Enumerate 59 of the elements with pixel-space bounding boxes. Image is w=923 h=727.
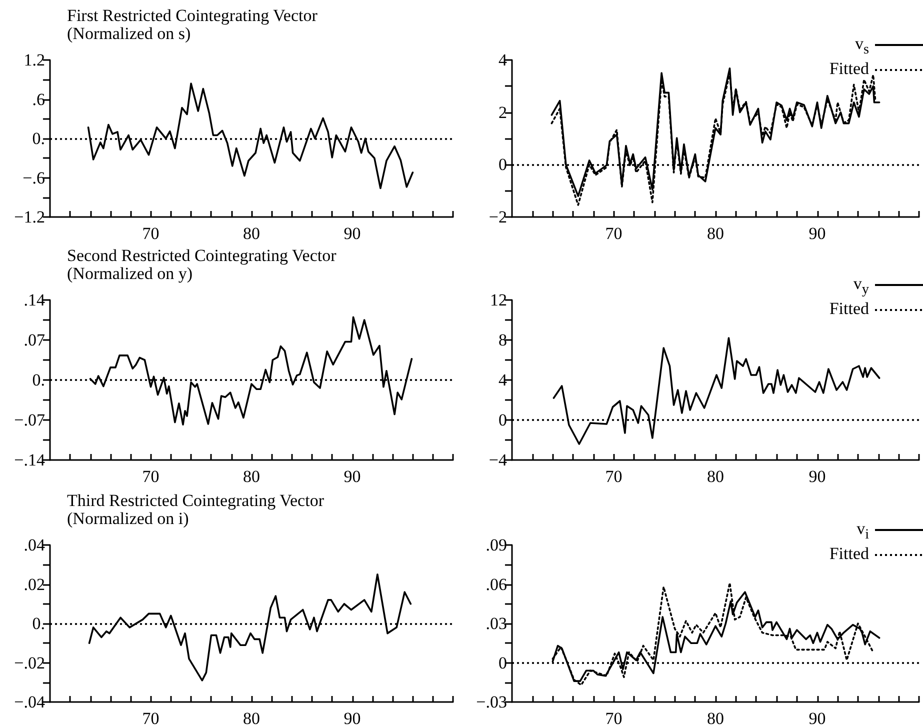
- y-tick-label: −.6: [22, 168, 45, 188]
- y-tick-label: 1.2: [24, 50, 45, 70]
- y-tick-label: .06: [486, 574, 507, 594]
- y-tick-label: 0: [498, 155, 507, 174]
- x-tick-label: 80: [243, 224, 260, 243]
- x-tick-label: 90: [344, 709, 361, 727]
- x-tick-label: 70: [605, 709, 622, 727]
- x-tick-label: 80: [707, 467, 724, 486]
- y-tick-label: 0: [498, 653, 507, 672]
- y-tick-label: 0.: [32, 614, 45, 633]
- x-tick-label: 90: [344, 467, 361, 486]
- x-tick-label: 80: [243, 709, 260, 727]
- x-tick-label: 70: [605, 224, 622, 243]
- x-tick-label: 70: [142, 709, 160, 727]
- y-tick-label: 2: [498, 102, 507, 122]
- x-tick-label: 80: [707, 224, 724, 243]
- y-tick-label: .02: [24, 574, 45, 594]
- chart-subtitle: (Normalized on y): [67, 264, 193, 283]
- y-tick-label: 0: [498, 410, 507, 430]
- legend-label: v$_{i}$: [856, 519, 869, 542]
- chart-title: Second Restricted Cointegrating Vector: [67, 246, 337, 265]
- y-tick-label: .04: [24, 536, 46, 554]
- legend-label: Fitted: [829, 59, 869, 78]
- y-tick-label: 12: [490, 290, 507, 310]
- x-tick-label: 70: [142, 224, 160, 243]
- y-tick-label: 4: [498, 50, 508, 70]
- legend-label: v$_{s}$: [854, 34, 869, 58]
- y-tick-label: −4: [488, 450, 508, 470]
- y-tick-label: .14: [24, 290, 46, 310]
- y-tick-label: 0.: [32, 129, 45, 148]
- legend-label: Fitted: [829, 544, 869, 564]
- y-tick-label: −1.2: [14, 208, 45, 226]
- x-tick-label: 90: [344, 224, 361, 243]
- chart-subtitle: (Normalized on s): [67, 24, 191, 43]
- x-tick-label: 70: [605, 467, 622, 486]
- y-tick-label: .6: [32, 90, 45, 109]
- y-tick-label: 4: [498, 370, 508, 390]
- legend-label: v$_{y}$: [853, 274, 869, 298]
- y-tick-label: .09: [486, 536, 507, 554]
- x-tick-label: 90: [808, 709, 826, 727]
- y-tick-label: 0.: [32, 370, 45, 390]
- chart-subtitle: (Normalized on i): [67, 509, 189, 528]
- x-tick-label: 80: [243, 467, 260, 486]
- y-tick-label: 8: [498, 330, 507, 350]
- y-tick-label: −.04: [14, 692, 46, 712]
- x-tick-label: 70: [142, 467, 160, 486]
- legend-label: Fitted: [829, 299, 869, 318]
- y-tick-label: −.14: [14, 450, 46, 470]
- y-tick-label: .07: [24, 330, 46, 350]
- y-tick-label: .03: [486, 614, 507, 633]
- chart-title: Third Restricted Cointegrating Vector: [67, 491, 324, 510]
- x-tick-label: 80: [707, 709, 724, 727]
- y-tick-label: −2: [488, 208, 507, 226]
- chart-title: First Restricted Cointegrating Vector: [67, 6, 318, 25]
- y-tick-label: −.02: [14, 653, 45, 672]
- x-tick-label: 90: [808, 467, 826, 486]
- x-tick-label: 90: [808, 224, 826, 243]
- y-tick-label: −.07: [14, 410, 46, 430]
- y-tick-label: −.03: [476, 692, 507, 712]
